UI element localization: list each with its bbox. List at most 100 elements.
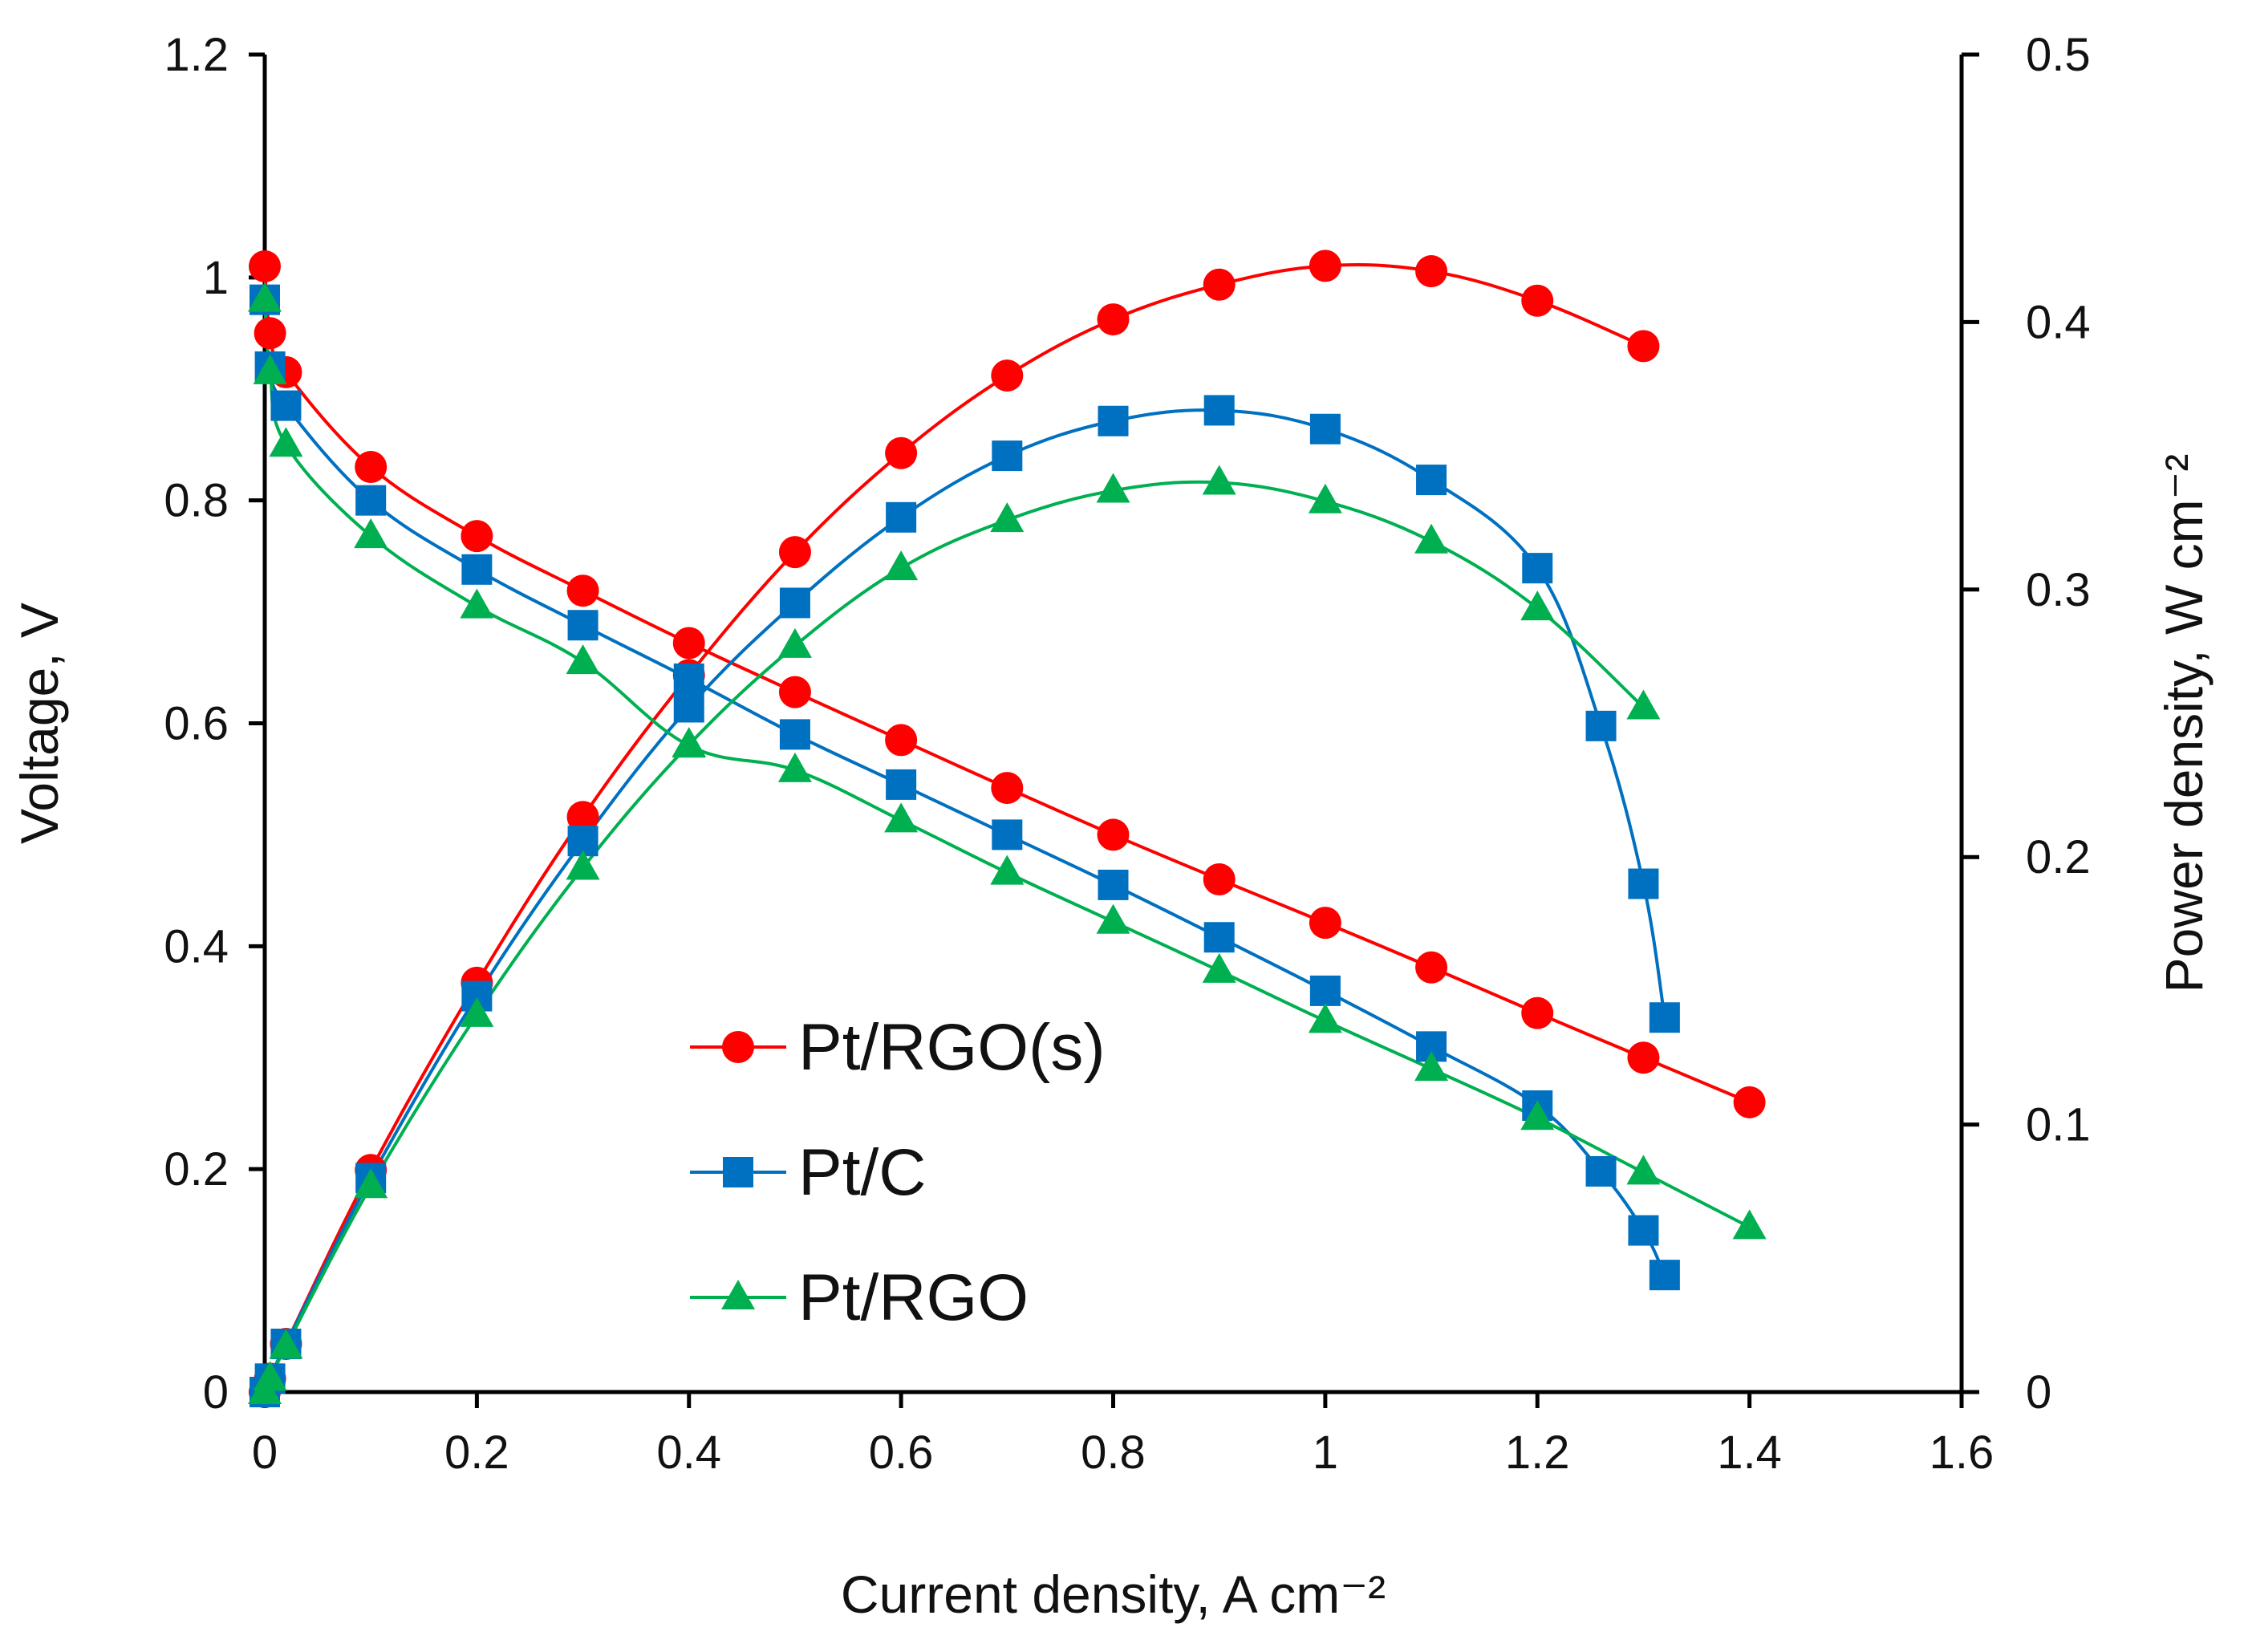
power-point-pt-rgo xyxy=(269,1329,303,1359)
voltage-point-pt-rgo xyxy=(566,644,600,675)
x-tick-label: 0.4 xyxy=(656,1427,721,1479)
voltage-point-pt-rgo xyxy=(884,802,919,833)
power-point-pt-rgo-s xyxy=(1521,284,1554,317)
voltage-point-pt-c xyxy=(355,485,387,516)
voltage-point-pt-c xyxy=(461,554,493,585)
power-point-pt-rgo-s xyxy=(778,536,811,569)
y-right-tick-label: 0.1 xyxy=(2026,1099,2091,1151)
power-point-pt-rgo-s xyxy=(885,436,918,469)
voltage-point-pt-c xyxy=(1585,1155,1617,1187)
y-right-tick-label: 0.4 xyxy=(2026,296,2091,348)
voltage-point-pt-c xyxy=(270,390,302,421)
power-point-pt-c xyxy=(992,440,1023,472)
y-left-tick-label: 0.6 xyxy=(164,698,229,750)
power-point-pt-rgo xyxy=(1096,473,1130,503)
power-point-pt-c xyxy=(1522,553,1553,584)
legend-label-pt-rgo-s: Pt/RGO(s) xyxy=(798,1011,1106,1084)
power-point-pt-rgo xyxy=(1308,483,1342,513)
axes: 0 0.2 0.4 0.6 0.8 1 1.2 1.4 1.6 0 0.2 0.4 0.6 0.8 1 1.2… xyxy=(164,29,2090,1479)
voltage-point-pt-rgo-s xyxy=(672,627,705,660)
voltage-point-pt-c xyxy=(1649,1260,1680,1291)
voltage-point-pt-rgo xyxy=(1626,1155,1661,1185)
voltage-point-pt-rgo-s xyxy=(1627,1041,1660,1074)
power-point-pt-rgo-s xyxy=(1627,330,1660,363)
power-point-pt-c xyxy=(1203,395,1235,426)
voltage-point-pt-rgo-s xyxy=(1521,996,1554,1029)
x-tick-label: 1 xyxy=(1313,1427,1338,1479)
voltage-point-pt-c xyxy=(1628,1215,1659,1246)
power-point-pt-rgo xyxy=(354,1168,388,1199)
legend-marker-pt-c xyxy=(723,1157,753,1187)
voltage-point-pt-rgo-s xyxy=(566,574,599,607)
voltage-point-pt-rgo-s xyxy=(1097,818,1130,851)
power-point-pt-c xyxy=(1416,465,1447,496)
power-point-pt-rgo xyxy=(884,550,919,581)
power-point-pt-rgo xyxy=(253,1361,287,1391)
voltage-point-pt-rgo-s xyxy=(461,520,493,553)
power-point-pt-rgo xyxy=(777,627,812,658)
y-right-tick-label: 0.5 xyxy=(2026,29,2091,81)
voltage-point-pt-rgo xyxy=(460,588,494,619)
power-point-pt-rgo-s xyxy=(566,801,599,834)
power-point-pt-rgo xyxy=(990,502,1025,533)
voltage-point-pt-rgo xyxy=(248,282,282,312)
x-tick-label: 1.4 xyxy=(1717,1427,1782,1479)
voltage-point-pt-c xyxy=(567,610,599,641)
series-markers xyxy=(248,250,1767,1408)
voltage-point-pt-rgo xyxy=(990,854,1025,885)
power-point-pt-rgo xyxy=(1202,465,1236,495)
x-axis-title: Current density, A cm⁻² xyxy=(841,1565,1386,1624)
power-point-pt-rgo-s xyxy=(1309,250,1341,282)
voltage-point-pt-rgo-s xyxy=(1415,951,1448,984)
voltage-point-pt-rgo-s xyxy=(991,772,1024,805)
power-point-pt-rgo xyxy=(460,996,494,1027)
power-point-pt-c xyxy=(886,501,917,533)
voltage-point-pt-rgo xyxy=(1096,903,1130,934)
power-point-pt-c xyxy=(1585,710,1617,741)
legend-label-pt-c: Pt/C xyxy=(798,1136,926,1209)
legend-marker-pt-rgo xyxy=(721,1280,755,1309)
voltage-line-pt-rgo xyxy=(263,299,1751,1229)
power-point-pt-c xyxy=(779,587,810,619)
legend-label-pt-rgo: Pt/RGO xyxy=(798,1261,1029,1334)
voltage-point-pt-rgo-s xyxy=(1733,1086,1766,1118)
x-tick-label: 0.6 xyxy=(869,1427,934,1479)
x-tick-label: 0 xyxy=(252,1427,278,1479)
power-line-pt-rgo xyxy=(263,480,1645,1393)
x-tick-label: 0.2 xyxy=(444,1427,509,1479)
voltage-point-pt-c xyxy=(673,663,704,694)
voltage-point-pt-rgo-s xyxy=(1309,907,1341,940)
y-right-tick-label: 0 xyxy=(2026,1366,2051,1419)
y-left-tick-label: 0.4 xyxy=(164,920,229,972)
voltage-point-pt-c xyxy=(1098,869,1129,900)
voltage-point-pt-c xyxy=(779,719,810,750)
voltage-point-pt-rgo xyxy=(354,518,388,549)
y-right-tick-label: 0.3 xyxy=(2026,564,2091,616)
voltage-point-pt-rgo xyxy=(1732,1209,1767,1240)
power-point-pt-rgo xyxy=(672,727,706,757)
legend-marker-pt-rgo-s xyxy=(722,1031,754,1063)
voltage-point-pt-rgo xyxy=(1520,1100,1555,1130)
voltage-point-pt-rgo xyxy=(1414,1051,1449,1082)
power-point-pt-rgo xyxy=(1520,591,1555,621)
voltage-point-pt-rgo xyxy=(1308,1003,1342,1033)
power-point-pt-c xyxy=(1649,1002,1680,1033)
y-left-tick-label: 0.8 xyxy=(164,475,229,527)
y-right-tick-label: 0.2 xyxy=(2026,831,2091,883)
power-point-pt-c xyxy=(1098,405,1129,436)
y-left-tick-label: 1.2 xyxy=(164,29,229,81)
power-point-pt-rgo xyxy=(1414,523,1449,554)
voltage-line-pt-c xyxy=(263,299,1666,1276)
voltage-point-pt-rgo-s xyxy=(249,250,281,282)
power-point-pt-rgo xyxy=(1626,689,1661,720)
power-point-pt-rgo-s xyxy=(1203,268,1236,301)
power-point-pt-rgo-s xyxy=(991,359,1024,392)
power-line-pt-c xyxy=(263,408,1666,1393)
voltage-point-pt-rgo xyxy=(777,752,812,782)
voltage-point-pt-c xyxy=(992,819,1023,850)
voltage-point-pt-rgo-s xyxy=(885,724,918,757)
voltage-point-pt-rgo-s xyxy=(254,317,286,350)
power-point-pt-c xyxy=(1309,413,1341,444)
power-point-pt-rgo-s xyxy=(1415,255,1448,288)
x-tick-label: 1.6 xyxy=(1930,1427,1994,1479)
